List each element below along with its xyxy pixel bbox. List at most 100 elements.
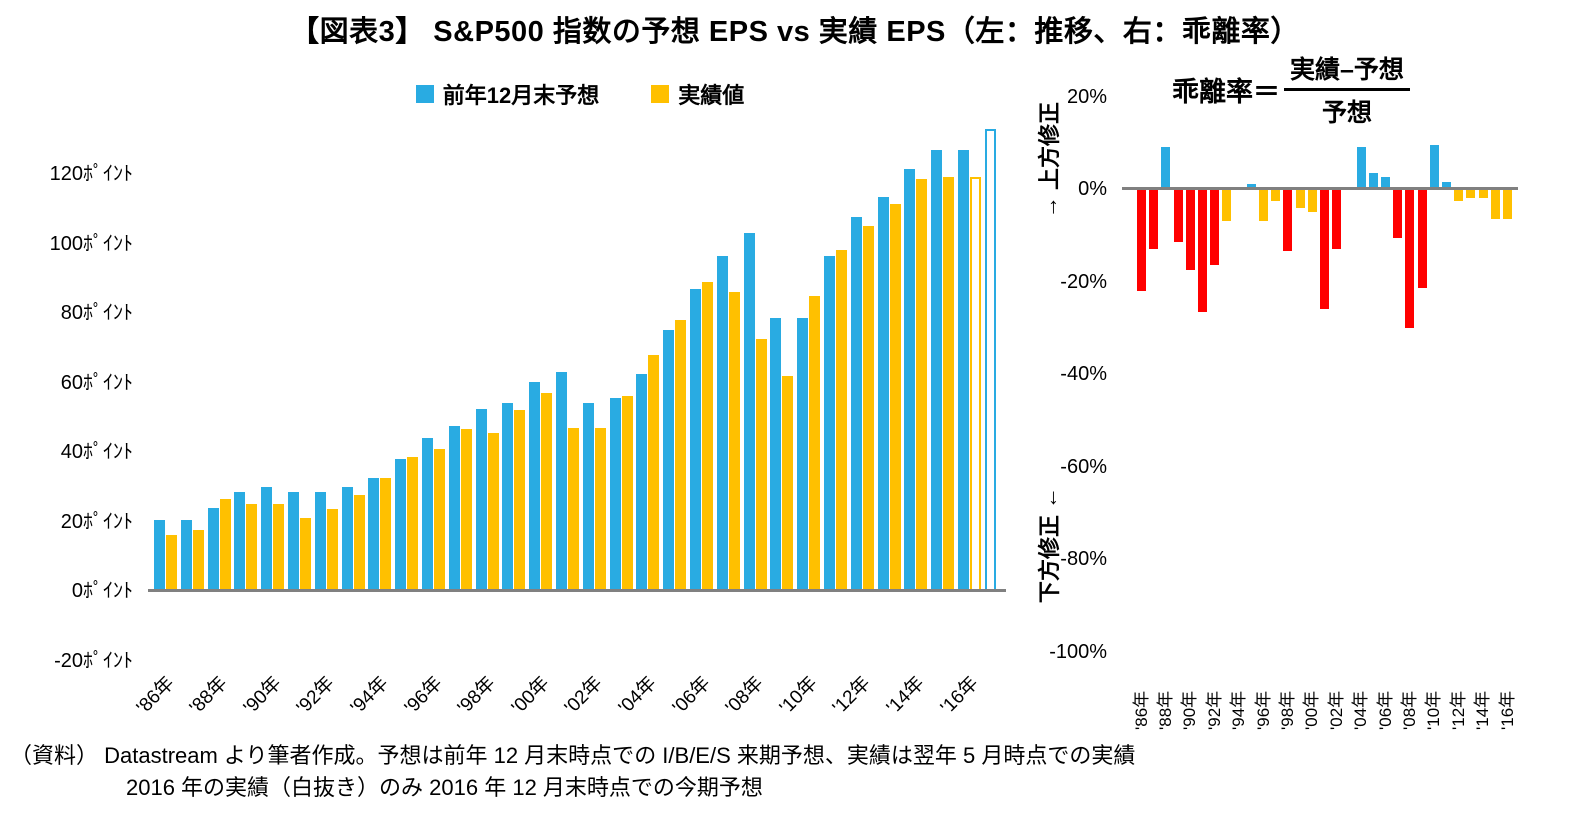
forecast-bar	[395, 459, 407, 591]
forecast-bar	[261, 487, 273, 591]
actual-bar	[568, 428, 579, 591]
deviation-bar	[1295, 189, 1305, 208]
forecast-bar	[475, 409, 487, 591]
legend-item-actual: 実績値	[651, 78, 744, 110]
actual-bar	[702, 282, 713, 591]
deviation-bar	[1271, 189, 1281, 201]
actual-bar	[728, 292, 740, 591]
left-x-tick-label: '86年	[132, 672, 179, 719]
forecast-bar	[556, 372, 567, 591]
deviation-bar	[1210, 189, 1220, 265]
forecast-bar	[609, 398, 621, 591]
actual-bar	[862, 226, 874, 591]
left-chart-zero-axis	[148, 589, 1006, 592]
deviation-bar	[1307, 189, 1317, 212]
deviation-bar	[1173, 189, 1183, 242]
deviation-bar	[1185, 189, 1195, 270]
forecast-bar	[931, 150, 943, 591]
forecast-bar	[636, 374, 648, 591]
actual-bar	[273, 504, 285, 591]
left-chart-plot-area	[150, 116, 1010, 591]
forecast-bar	[958, 150, 969, 591]
legend: 前年12月末予想 実績値	[150, 78, 1010, 110]
actual-bar	[782, 376, 794, 591]
deviation-bar	[1478, 189, 1488, 198]
left-y-tick-label: 100ﾎﾟｲﾝﾄ	[49, 233, 133, 255]
actual-bar	[541, 393, 553, 591]
deviation-bar	[1161, 147, 1171, 189]
deviation-bar	[1405, 189, 1415, 328]
left-y-tick-label: 20ﾎﾟｲﾝﾄ	[60, 511, 133, 533]
formula-numerator: 実績–予想	[1284, 50, 1410, 91]
actual-bar	[675, 320, 687, 591]
right-x-tick-label: '06年	[1376, 690, 1395, 730]
right-x-tick-label: '12年	[1449, 690, 1468, 730]
forecast-bar	[877, 197, 889, 591]
left-x-tick-label: '88年	[185, 672, 232, 719]
forecast-bar	[824, 256, 835, 591]
formula-lhs: 乖離率＝	[1172, 77, 1280, 107]
actual-bar	[192, 530, 204, 591]
actual-bar	[380, 478, 392, 591]
left-x-tick-label: '98年	[453, 672, 500, 719]
deviation-bar	[1320, 189, 1329, 309]
deviation-bar	[1466, 189, 1476, 198]
deviation-bar	[1222, 189, 1232, 221]
deviation-bar	[1442, 182, 1451, 189]
left-y-tick-label: 0ﾎﾟｲﾝﾄ	[71, 580, 133, 602]
actual-bar	[809, 296, 821, 591]
right-x-tick-label: '16年	[1498, 690, 1517, 730]
actual-bar	[836, 250, 847, 591]
right-x-tick-label: '02年	[1327, 690, 1346, 730]
actual-bar	[219, 499, 231, 591]
formula-denominator: 予想	[1321, 99, 1372, 127]
right-x-tick-label: '94年	[1229, 690, 1248, 730]
deviation-bar	[1332, 189, 1342, 249]
deviation-bar	[1417, 189, 1427, 288]
right-y-tick-label: 20%	[1066, 86, 1107, 108]
right-x-tick-label: '04年	[1351, 690, 1370, 730]
actual-bar	[166, 535, 177, 591]
actual-bar	[353, 495, 365, 591]
actual-bar	[326, 509, 338, 591]
deviation-bar	[1137, 189, 1146, 291]
forecast-bar	[743, 233, 755, 591]
actual-bar	[648, 355, 660, 591]
legend-forecast-label: 前年12月末予想	[442, 83, 600, 108]
left-x-tick-label: '92年	[292, 672, 339, 719]
left-x-tick-label: '96年	[400, 672, 447, 719]
forecast-bar	[663, 330, 675, 591]
legend-actual-label: 実績値	[678, 83, 745, 108]
left-x-tick-label: '16年	[936, 672, 983, 719]
left-x-tick-label: '00年	[507, 672, 554, 719]
right-y-tick-label: -100%	[1049, 641, 1107, 663]
right-x-tick-label: '08年	[1400, 690, 1419, 730]
left-x-tick-label: '04年	[614, 672, 661, 719]
deviation-bar	[1454, 189, 1464, 201]
forecast-bar	[154, 520, 165, 591]
left-y-tick-label: 80ﾎﾟｲﾝﾄ	[60, 302, 133, 324]
left-y-tick-label: 60ﾎﾟｲﾝﾄ	[60, 372, 133, 394]
actual-bar	[621, 396, 633, 591]
deviation-bar	[1393, 189, 1403, 238]
legend-item-forecast: 前年12月末予想	[415, 78, 600, 110]
actual-bar	[755, 339, 767, 591]
deviation-bar	[1259, 189, 1268, 221]
right-x-tick-label: '92年	[1205, 690, 1224, 730]
actual-swatch-icon	[651, 85, 670, 103]
forecast-swatch-icon	[415, 85, 434, 103]
forecast-bar	[984, 129, 996, 591]
left-x-tick-label: '12年	[828, 672, 875, 719]
left-y-tick-label: -20ﾎﾟｲﾝﾄ	[54, 650, 133, 672]
right-x-tick-label: '00年	[1302, 690, 1321, 730]
deviation-formula: 乖離率＝ 実績–予想 予想	[1172, 50, 1410, 129]
forecast-bar	[529, 382, 541, 591]
forecast-bar	[368, 478, 380, 591]
forecast-bar	[207, 508, 219, 591]
deviation-bar	[1429, 145, 1439, 189]
actual-bar	[246, 504, 258, 591]
actual-bar	[460, 429, 472, 591]
right-y-tick-label: -80%	[1060, 548, 1107, 570]
right-x-tick-label: '96年	[1254, 690, 1273, 730]
actual-bar	[594, 428, 606, 591]
